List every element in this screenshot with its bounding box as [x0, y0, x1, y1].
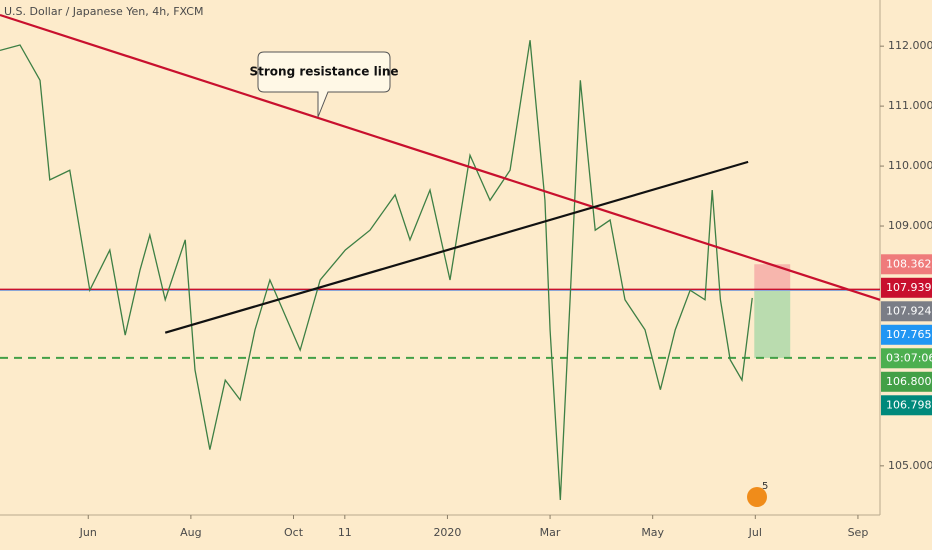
x-tick-label: May	[641, 526, 664, 539]
callout-box	[257, 51, 391, 118]
price-label: 107.765	[886, 328, 932, 341]
price-label: 106.800	[886, 375, 932, 388]
badge: 5	[762, 481, 768, 492]
x-tick-label: Aug	[180, 526, 201, 539]
y-tick-label: 111.000	[888, 99, 932, 112]
chart-title: U.S. Dollar / Japanese Yen, 4h, FXCM	[4, 5, 203, 18]
price-label-box	[881, 371, 932, 392]
y-tick-label: 109.000	[888, 219, 932, 232]
price-label-box	[881, 254, 932, 275]
annotation: Strong resistance line	[249, 65, 398, 79]
trend-line	[164, 160, 749, 334]
price-label: 107.924	[886, 304, 932, 317]
x-tick-label: 2020	[433, 526, 461, 539]
price-line	[0, 40, 753, 501]
badge-circle	[747, 487, 767, 507]
position-stop	[754, 289, 791, 358]
price-label-box	[881, 301, 932, 322]
y-tick-label: 112.000	[888, 39, 932, 52]
price-label-box	[881, 277, 932, 298]
x-tick-label: Oct	[284, 526, 304, 539]
trend-line	[0, 13, 881, 301]
callout: Strong resistance line	[249, 51, 399, 118]
price-label-box	[881, 395, 932, 416]
price-label: 03:07:06	[886, 351, 932, 364]
y-tick-label: 105.000	[888, 459, 932, 472]
price-label: 106.798	[886, 398, 932, 411]
y-tick-label: 110.000	[888, 159, 932, 172]
x-tick-label: Jun	[79, 526, 97, 539]
price-label-box	[881, 348, 932, 369]
x-tick-label: 11	[338, 526, 352, 539]
price-label: 107.939	[886, 281, 932, 294]
price-label-box	[881, 324, 932, 345]
plot	[0, 13, 881, 501]
x-tick-label: Sep	[848, 526, 869, 539]
price-label: 108.362	[886, 257, 932, 270]
x-tick-label: Jul	[748, 526, 762, 539]
x-tick-label: Mar	[540, 526, 561, 539]
badge-icon: 5	[747, 481, 768, 507]
